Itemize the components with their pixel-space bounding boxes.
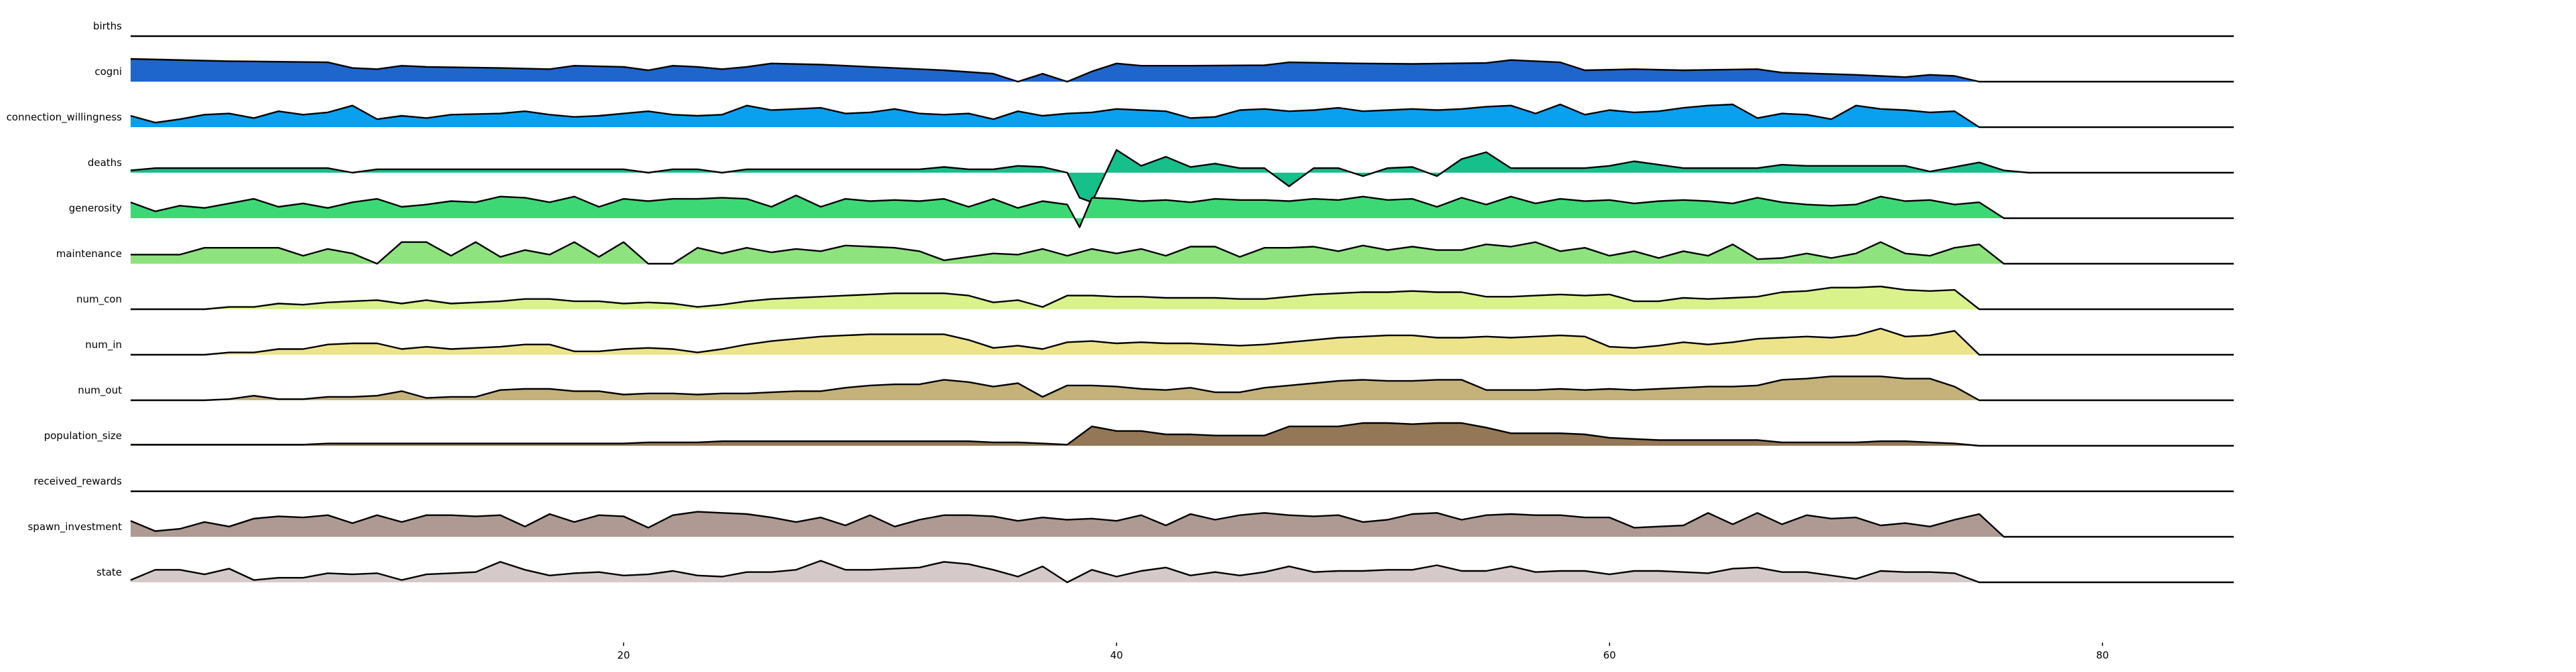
series-label: maintenance (56, 248, 122, 260)
ridge-births: births (93, 20, 2234, 37)
ridge-maintenance: maintenance (56, 241, 2234, 265)
x-tick-label: 80 (2096, 649, 2108, 661)
ridge-population-size: population_size (44, 422, 2234, 447)
series-line (130, 58, 2234, 83)
series-line (131, 327, 2234, 356)
series-area (131, 242, 2004, 264)
series-line (131, 285, 2234, 311)
series-line (131, 422, 2234, 447)
ridge-num-in: num_in (85, 327, 2234, 356)
series-label: deaths (88, 157, 122, 169)
series-label: num_out (78, 384, 122, 397)
series-area (131, 150, 2029, 203)
series-line (130, 511, 2234, 538)
ridge-received-rewards: received_rewards (33, 475, 2234, 493)
ridge-num-out: num_out (78, 375, 2234, 402)
x-tick-label: 40 (1110, 649, 1123, 661)
ridge-deaths: deaths (88, 149, 2234, 203)
ridge-cogni: cogni (94, 58, 2234, 83)
series-line (131, 241, 2234, 265)
series-label: received_rewards (33, 475, 122, 488)
series-line (130, 149, 2234, 203)
ridge-state: state (96, 560, 2234, 584)
series-area (131, 195, 2004, 228)
series-line (131, 375, 2234, 402)
x-tick-label: 60 (1603, 649, 1616, 661)
series-label: num_in (85, 339, 122, 351)
ridge-spawn-investment: spawn_investment (27, 511, 2234, 538)
series-area (131, 104, 1979, 127)
series-area (131, 423, 1979, 446)
series-area (131, 560, 1979, 582)
series-label: population_size (44, 430, 122, 442)
series-label: num_con (76, 293, 122, 306)
series-label: cogni (94, 66, 122, 78)
series-label: state (96, 566, 122, 578)
series-label: spawn_investment (27, 521, 122, 533)
x-tick-label: 20 (617, 649, 630, 661)
series-line (130, 103, 2234, 129)
series-label: births (93, 20, 122, 32)
series-line (130, 194, 2234, 228)
series-line (130, 560, 2234, 584)
series-area (131, 328, 1979, 355)
series-area (131, 376, 1979, 400)
x-axis: 20 40 60 80 (617, 643, 2109, 661)
series-area (131, 59, 1979, 82)
ridge-generosity: generosity (69, 194, 2234, 228)
ridge-connection-willingness: connection_willingness (7, 103, 2234, 129)
series-area (131, 286, 1979, 309)
series-label: generosity (69, 202, 122, 214)
ridge-num-con: num_con (76, 285, 2234, 311)
series-area (131, 511, 2004, 537)
series-label: connection_willingness (7, 111, 123, 124)
